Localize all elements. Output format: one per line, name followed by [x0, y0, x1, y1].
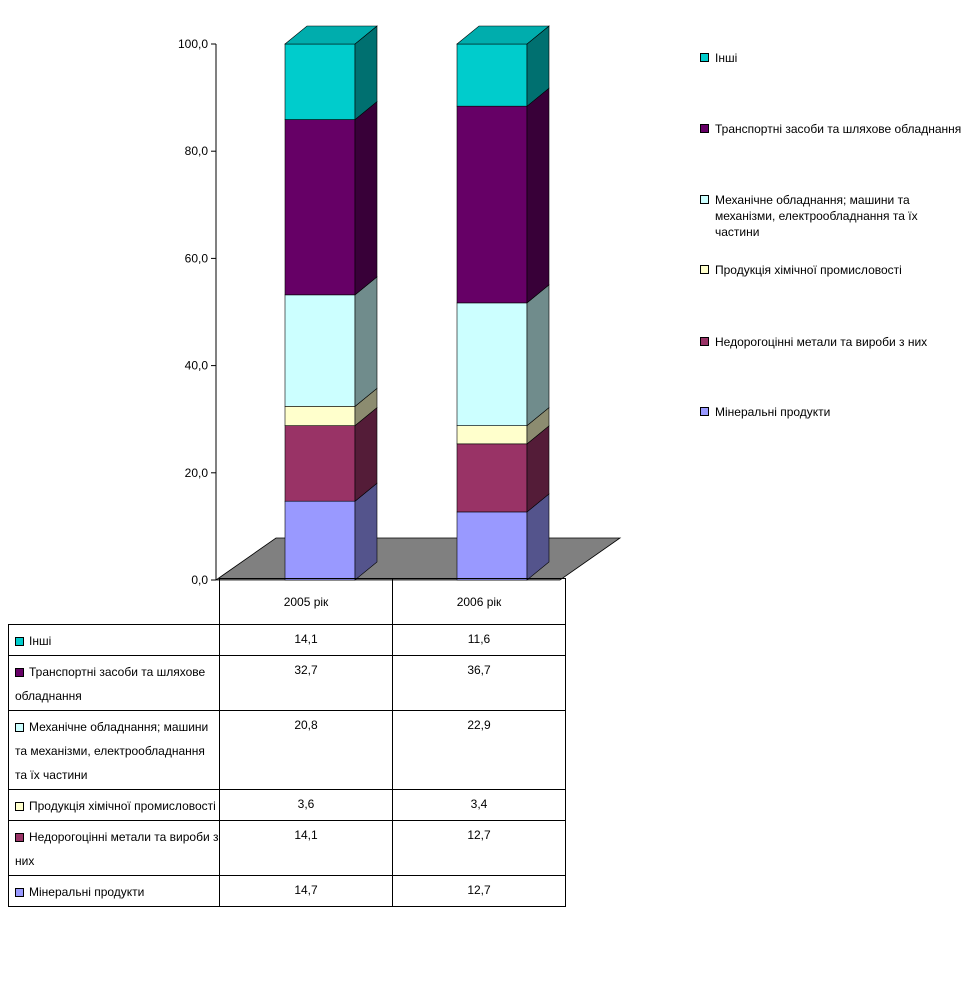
chart-floor-plane [214, 537, 622, 581]
bar-front [456, 511, 528, 581]
category-label: 2006 рік [392, 578, 566, 625]
bar-segment [456, 493, 550, 581]
legend-swatch [700, 407, 709, 416]
y-tick-label: 40,0 [185, 359, 209, 373]
bar-front [456, 105, 528, 304]
bar-segment [456, 406, 550, 445]
table-row: Мінеральні продукти 14,7 12,7 [8, 875, 566, 907]
data-label: 12,7 [392, 875, 566, 907]
data-table: 2005 рік 2006 рік Інші 14,1 11,6 Транспортні… [8, 578, 566, 907]
bar-segment [284, 100, 378, 296]
series-label: Інші [8, 624, 220, 656]
bar-segment [456, 87, 550, 304]
data-label: 12,7 [392, 820, 566, 876]
legend-swatch [15, 668, 24, 677]
legend-label: Мінеральні продукти [715, 405, 831, 419]
y-tick-label: 80,0 [185, 144, 209, 158]
bar-front [284, 119, 356, 296]
legend-label: Транспортні засоби та шляхове обладнання [715, 122, 962, 136]
table-row: Недорогоцінні метали та вироби з них 14,1… [8, 820, 566, 876]
bar-side [526, 87, 550, 304]
table-corner [8, 578, 220, 625]
legend-swatch [15, 723, 24, 732]
bar-front [284, 406, 356, 426]
series-label: Продукція хімічної промисловості [8, 789, 220, 821]
legend-label: Недорогоцінні метали та вироби з них [715, 335, 928, 349]
table-row: Механічне обладнання; машини та механізм… [8, 710, 566, 790]
bars [284, 25, 550, 581]
data-label: 3,4 [392, 789, 566, 821]
legend-swatch [700, 53, 709, 62]
data-label: 14,1 [219, 820, 393, 876]
series-label: Механічне обладнання; машини та механізм… [8, 710, 220, 790]
data-label: 36,7 [392, 655, 566, 711]
chart-floor [214, 537, 622, 581]
legend-swatch [700, 337, 709, 346]
y-tick-label: 60,0 [185, 251, 209, 265]
bar-side [526, 284, 550, 427]
legend-label: Продукція хімічної промисловості [715, 263, 902, 277]
bar-segment [284, 482, 378, 581]
legend-swatch [700, 265, 709, 274]
bar-front [456, 443, 528, 513]
table-row: Інші 14,1 11,6 [8, 624, 566, 656]
table-row: Транспортні засоби та шляхове обладнання… [8, 655, 566, 711]
bar-front [456, 43, 528, 107]
bar-front [284, 500, 356, 581]
bar-front [284, 294, 356, 407]
bar-side [354, 100, 378, 296]
legend-swatch [15, 802, 24, 811]
legend-swatch [15, 888, 24, 897]
data-label: 14,1 [219, 624, 393, 656]
bar-top [456, 25, 550, 45]
bar-front [284, 43, 356, 120]
legend-swatch [700, 195, 709, 204]
bar-segment [284, 276, 378, 407]
data-label: 22,9 [392, 710, 566, 790]
legend-swatch [700, 124, 709, 133]
category-label: 2005 рік [219, 578, 393, 625]
bar-segment [456, 284, 550, 427]
series-label: Недорогоцінні метали та вироби з них [8, 820, 220, 876]
legend-label: Інші [715, 51, 738, 65]
bar-front [456, 425, 528, 445]
y-tick-label: 20,0 [185, 466, 209, 480]
y-tick-label: 100,0 [178, 37, 208, 51]
bar-side [354, 276, 378, 407]
legend-swatch [15, 637, 24, 646]
bar-segment [284, 406, 378, 502]
series-label: Мінеральні продукти [8, 875, 220, 907]
bar-segment [456, 425, 550, 513]
data-label: 14,7 [219, 875, 393, 907]
bar-front [456, 302, 528, 426]
bar-front [284, 425, 356, 502]
data-label: 3,6 [219, 789, 393, 821]
series-label: Транспортні засоби та шляхове обладнання [8, 655, 220, 711]
bar-segment [456, 25, 550, 107]
legend-label: Механічне обладнання; машини та механізм… [715, 193, 918, 239]
table-row: Продукція хімічної промисловості 3,6 3,4 [8, 789, 566, 821]
data-label: 32,7 [219, 655, 393, 711]
bar-top [284, 25, 378, 45]
legend-swatch [15, 833, 24, 842]
data-label: 20,8 [219, 710, 393, 790]
data-label: 11,6 [392, 624, 566, 656]
bar-segment [284, 25, 378, 121]
